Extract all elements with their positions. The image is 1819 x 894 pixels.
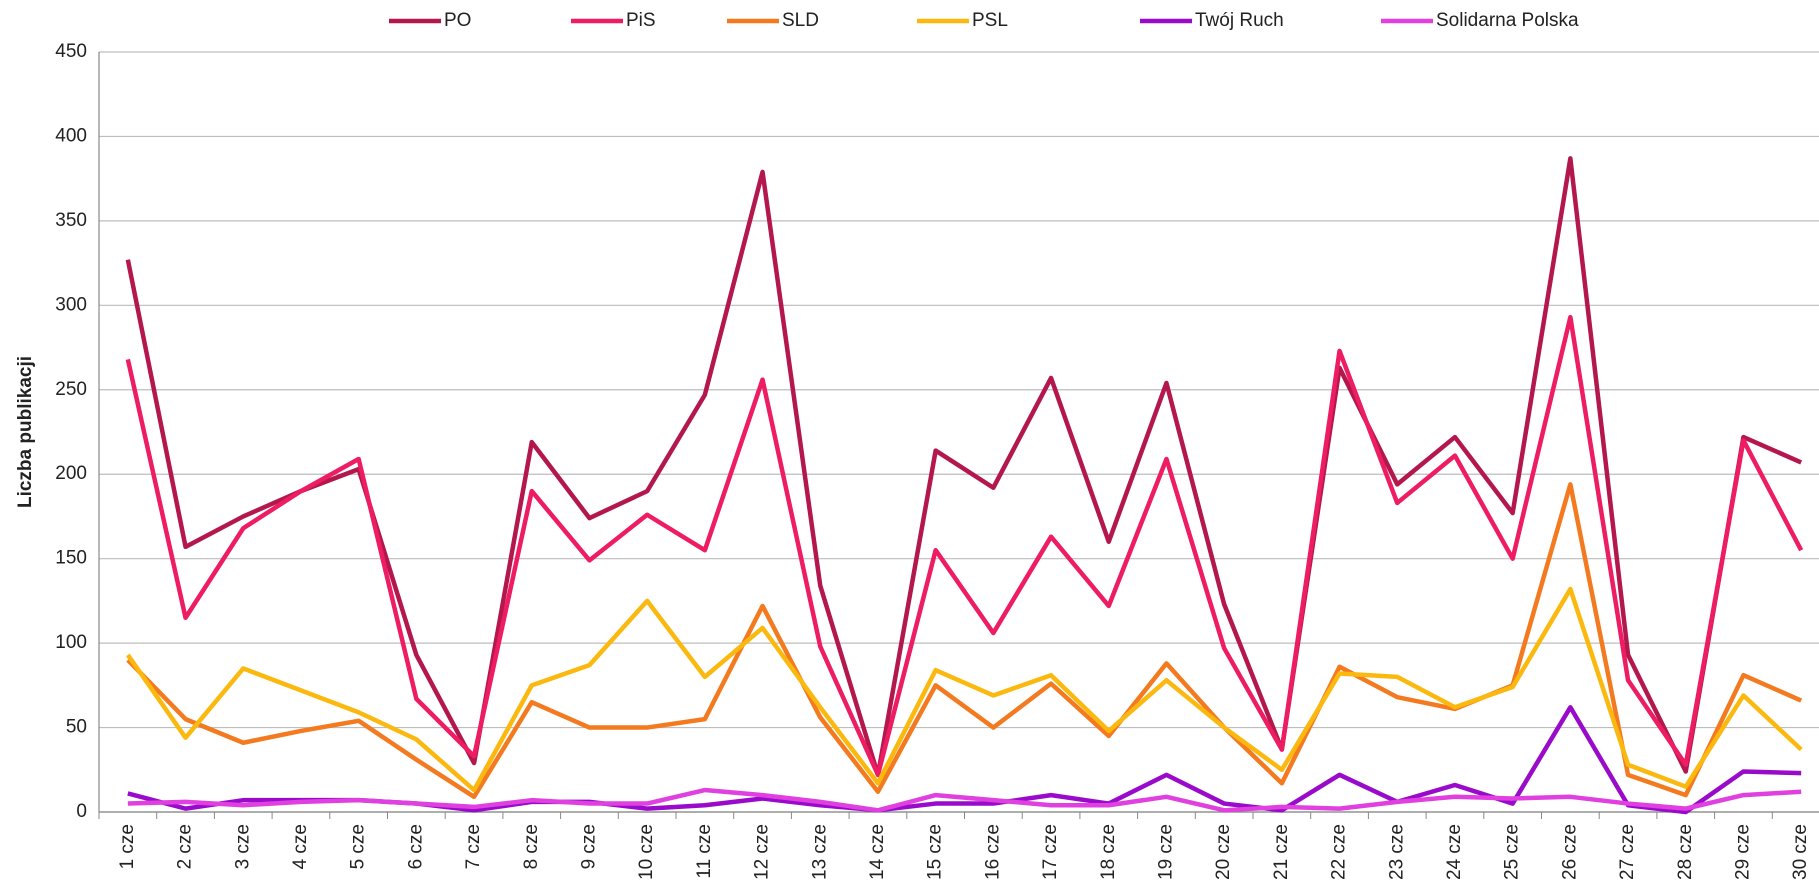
x-tick-label: 15 cze bbox=[925, 824, 946, 880]
y-tick-label: 150 bbox=[55, 548, 87, 569]
series-line bbox=[126, 586, 1803, 793]
y-tick-label: 50 bbox=[66, 717, 87, 738]
legend-label: Twój Ruch bbox=[1195, 10, 1284, 31]
x-tick-label: 6 cze bbox=[405, 824, 426, 869]
legend-label: PO bbox=[444, 10, 471, 31]
x-tick-label: 2 cze bbox=[175, 824, 196, 869]
series-line bbox=[125, 156, 1803, 778]
x-tick-label: 28 cze bbox=[1675, 824, 1696, 880]
x-tick-label: 18 cze bbox=[1098, 824, 1119, 880]
series-line bbox=[126, 482, 1803, 800]
x-tick-label: 30 cze bbox=[1790, 824, 1811, 880]
y-tick-label: 450 bbox=[55, 41, 87, 62]
x-tick-label: 4 cze bbox=[290, 824, 311, 869]
y-tick-label: 0 bbox=[76, 801, 87, 822]
y-tick-label: 250 bbox=[55, 379, 87, 400]
series-line bbox=[125, 314, 1804, 778]
x-tick-label: 29 cze bbox=[1732, 824, 1753, 880]
x-tick-label: 27 cze bbox=[1617, 824, 1638, 880]
y-tick-label: 400 bbox=[55, 125, 87, 146]
x-tick-label: 24 cze bbox=[1444, 824, 1465, 880]
legend-label: SLD bbox=[782, 10, 819, 31]
x-tick-label: 17 cze bbox=[1040, 824, 1061, 880]
y-tick-label: 300 bbox=[55, 294, 87, 315]
y-tick-label: 100 bbox=[55, 632, 87, 653]
x-tick-label: 22 cze bbox=[1329, 824, 1350, 880]
y-tick-label: 200 bbox=[55, 463, 87, 484]
x-tick-label: 14 cze bbox=[867, 824, 888, 880]
x-tick-label: 23 cze bbox=[1386, 824, 1407, 880]
x-tick-label: 5 cze bbox=[348, 824, 369, 869]
x-tick-label: 19 cze bbox=[1155, 824, 1176, 880]
series-line bbox=[127, 787, 1802, 813]
y-axis-label: Liczba publikacji bbox=[15, 356, 36, 508]
x-tick-label: 20 cze bbox=[1213, 824, 1234, 880]
x-tick-label: 8 cze bbox=[521, 824, 542, 869]
y-tick-label: 350 bbox=[55, 210, 87, 231]
x-tick-label: 25 cze bbox=[1502, 824, 1523, 880]
x-tick-label: 10 cze bbox=[636, 824, 657, 880]
legend-label: PSL bbox=[972, 10, 1008, 31]
x-tick-label: 3 cze bbox=[232, 824, 253, 869]
legend-label: PiS bbox=[626, 10, 656, 31]
x-tick-label: 7 cze bbox=[463, 824, 484, 869]
x-tick-label: 21 cze bbox=[1271, 824, 1292, 880]
x-tick-label: 13 cze bbox=[809, 824, 830, 880]
x-tick-label: 12 cze bbox=[752, 824, 773, 880]
x-tick-label: 1 cze bbox=[117, 824, 138, 869]
legend-label: Solidarna Polska bbox=[1436, 10, 1579, 31]
x-tick-label: 26 cze bbox=[1559, 824, 1580, 880]
x-tick-label: 11 cze bbox=[694, 824, 715, 879]
x-tick-label: 9 cze bbox=[578, 824, 599, 869]
x-tick-label: 16 cze bbox=[982, 824, 1003, 880]
